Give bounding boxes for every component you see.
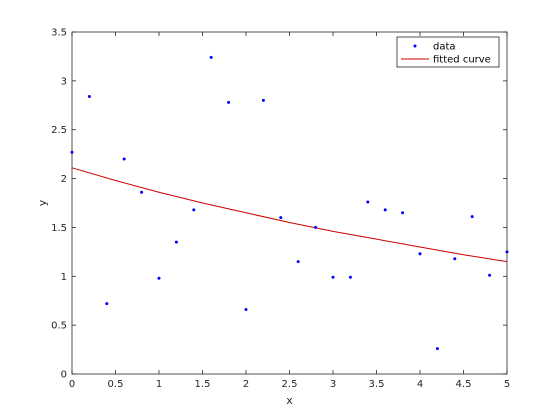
y-tick-label: 0.5 (51, 321, 67, 332)
data-point (140, 190, 144, 194)
data-point (435, 347, 439, 351)
x-tick-label: 0 (69, 379, 75, 390)
legend-label-data: data (433, 42, 456, 53)
axis-ticks: 0 0.5 1 1.5 2 2.5 3 3.5 4 4.5 5 0 0.5 1 1.5 2 2.5 3 3.5 (51, 28, 510, 391)
data-point (244, 308, 248, 312)
x-tick-label: 5 (504, 379, 510, 390)
y-tick-label: 3.5 (51, 28, 67, 39)
data-point (314, 225, 318, 229)
y-tick-label: 0 (61, 370, 67, 381)
data-point (331, 275, 335, 279)
data-point (470, 215, 474, 219)
plot-area (71, 31, 508, 375)
data-point (401, 211, 405, 215)
x-tick-label: 3.5 (369, 379, 385, 390)
y-tick-label: 2.5 (51, 125, 67, 136)
data-point (70, 150, 74, 154)
data-point (261, 98, 265, 102)
y-tick-label: 1.5 (51, 223, 67, 234)
x-tick-label: 4 (417, 379, 423, 390)
y-axis-label: y (36, 199, 49, 206)
data-point (383, 208, 387, 212)
x-tick-label: 1 (156, 379, 162, 390)
x-tick-label: 1.5 (195, 379, 211, 390)
x-tick-label: 4.5 (456, 379, 472, 390)
data-point (105, 302, 109, 306)
axes-box (71, 31, 508, 375)
legend-box (396, 36, 500, 68)
data-point (505, 250, 509, 254)
data-point (488, 273, 492, 277)
x-tick-label: 2.5 (282, 379, 298, 390)
x-axis-label: x (286, 394, 293, 407)
data-point (209, 55, 213, 59)
x-tick-label: 2 (243, 379, 249, 390)
data-point (279, 216, 283, 220)
data-point (227, 100, 231, 104)
data-point (366, 200, 370, 204)
data-point (174, 240, 178, 244)
data-point (296, 260, 300, 264)
data-point (192, 208, 196, 212)
legend: data fitted curve (396, 36, 500, 68)
x-tick-label: 0.5 (108, 379, 124, 390)
data-point (348, 275, 352, 279)
data-point (122, 157, 126, 161)
data-point (157, 276, 161, 280)
y-tick-label: 3 (61, 76, 67, 87)
y-tick-label: 1 (61, 272, 67, 283)
y-tick-label: 2 (61, 174, 67, 185)
fitted-curve-line (71, 167, 508, 263)
data-point (87, 94, 91, 98)
legend-data-marker (413, 44, 417, 48)
legend-label-fitted-curve: fitted curve (433, 55, 491, 66)
x-tick-label: 3 (330, 379, 336, 390)
data-point (453, 257, 457, 261)
fitted-curve-layer (71, 167, 508, 263)
data-point (418, 252, 422, 256)
data-points-layer (70, 55, 509, 351)
